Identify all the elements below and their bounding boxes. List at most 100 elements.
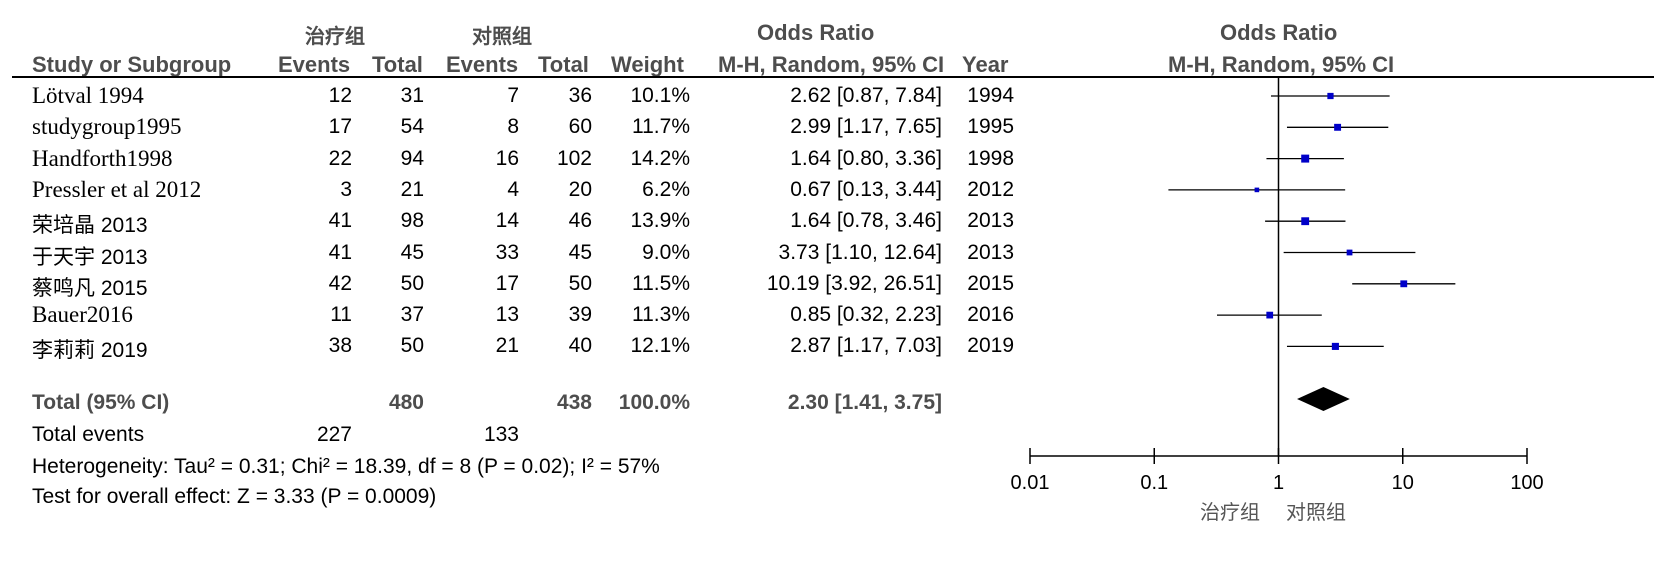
weight: 14.2% [630,146,690,170]
total-treatment: 37 [400,303,424,327]
forest-plot-title: Odds Ratio [1220,20,1338,45]
point-estimate-marker [1400,280,1408,288]
events-control: 16 [495,146,519,170]
total-control: 20 [568,177,592,201]
point-estimate-marker [1327,92,1334,100]
total-control: 36 [568,84,592,107]
header-rule [12,76,1654,78]
events-control: 17 [495,271,519,295]
total-control: 46 [568,209,592,233]
point-estimate-marker [1301,154,1310,163]
weight: 13.9% [630,209,690,233]
year: 2013 [967,240,1014,264]
total-events-label: Total events [32,423,145,446]
col-method-header: M-H, Random, 95% CI [718,52,945,77]
events-control: 21 [495,334,519,358]
weight: 11.5% [632,271,690,295]
events-control: 14 [495,209,519,233]
events-control: 7 [507,84,519,107]
year: 1995 [967,115,1014,139]
total-events-control: 133 [483,423,519,446]
events-treatment: 22 [328,146,352,170]
ci-text: 0.67 [0.13, 3.44] [790,177,942,201]
events-treatment: 3 [340,177,352,201]
events-treatment: 42 [328,271,352,295]
events-control: 33 [495,240,519,264]
total-treatment: 21 [400,177,424,201]
col-total-treatment-header: Total [372,52,423,77]
col-study-header: Study or Subgroup [32,52,232,77]
total-treatment: 94 [400,146,424,170]
total-treatment: 45 [400,240,424,264]
point-estimate-marker [1301,217,1310,226]
ci-text: 1.64 [0.80, 3.36] [790,146,942,170]
total-control: 438 [556,391,592,414]
study-name: Bauer2016 [32,302,133,328]
year: 2013 [967,209,1014,233]
point-estimate-marker [1346,249,1353,256]
total-control: 60 [568,115,592,139]
col-weight-header: Weight [611,52,684,77]
x-tick-label: 0.1 [1140,472,1168,494]
year: 2019 [967,334,1014,358]
x-tick-label: 1 [1273,472,1284,494]
point-estimate-marker [1334,123,1342,131]
col-year-header: Year [962,52,1009,77]
total-treatment: 50 [400,271,424,295]
axis-left-label: 治疗组 [1200,500,1260,524]
year: 1998 [967,146,1014,170]
year: 2012 [967,177,1014,201]
control-group-header: 对照组 [472,24,532,48]
study-name: Handforth1998 [32,145,173,171]
point-estimate-marker [1254,187,1260,193]
total-treatment: 54 [400,115,424,139]
x-tick-label: 10 [1392,472,1414,494]
weight: 12.1% [630,334,690,358]
col-events-control-header: Events [446,52,519,77]
study-name: 蔡鸣凡 2015 [32,276,148,300]
events-treatment: 12 [328,84,352,107]
ci-text: 2.87 [1.17, 7.03] [790,334,942,358]
col-total-control-header: Total [538,52,589,77]
study-name: studygroup1995 [32,114,182,140]
year: 1994 [967,84,1014,107]
ci-text: 2.62 [0.87, 7.84] [790,84,942,107]
axis-right-label: 对照组 [1286,500,1346,524]
point-estimate-marker [1331,342,1339,350]
pooled-diamond [1297,387,1350,411]
x-tick-label: 0.01 [1011,472,1050,494]
year: 2015 [967,271,1014,295]
ci-text: 0.85 [0.32, 2.23] [790,303,942,327]
weight: 6.2% [642,177,690,201]
weight: 11.7% [632,115,690,139]
total-control: 40 [568,334,592,358]
ci-text: 3.73 [1.10, 12.64] [778,240,942,264]
total-treatment: 50 [400,334,424,358]
total-treatment: 480 [388,391,424,414]
total-events-treatment: 227 [316,423,352,446]
ci-text: 10.19 [3.92, 26.51] [766,271,942,295]
heterogeneity-text: Heterogeneity: Tau² = 0.31; Chi² = 18.39… [32,455,660,478]
events-treatment: 11 [330,303,352,327]
x-tick-label: 100 [1510,472,1543,494]
overall-effect-text: Test for overall effect: Z = 3.33 (P = 0… [32,485,437,508]
study-name: Pressler et al 2012 [32,176,202,202]
point-estimate-marker [1266,311,1274,319]
ci-text: 2.99 [1.17, 7.65] [790,115,942,139]
weight: 9.0% [642,240,690,264]
total-treatment: 31 [400,84,424,107]
events-treatment: 41 [328,240,352,264]
plot-method-header: M-H, Random, 95% CI [1168,52,1395,77]
total-control: 39 [568,303,592,327]
total-treatment: 98 [400,209,424,233]
events-treatment: 41 [328,209,352,233]
study-name: Lötval 1994 [32,83,144,108]
col-events-treatment-header: Events [278,52,351,77]
events-control: 8 [507,115,519,139]
events-control: 4 [507,177,519,201]
study-name: 李莉莉 2019 [32,339,148,363]
treatment-group-header: 治疗组 [305,24,365,48]
weight: 11.3% [632,303,690,327]
ci-text: 1.64 [0.78, 3.46] [790,209,942,233]
